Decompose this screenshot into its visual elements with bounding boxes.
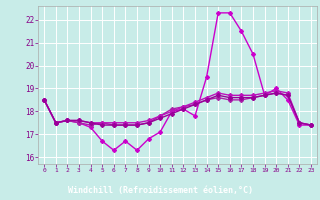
Text: Windchill (Refroidissement éolien,°C): Windchill (Refroidissement éolien,°C) — [68, 186, 252, 196]
